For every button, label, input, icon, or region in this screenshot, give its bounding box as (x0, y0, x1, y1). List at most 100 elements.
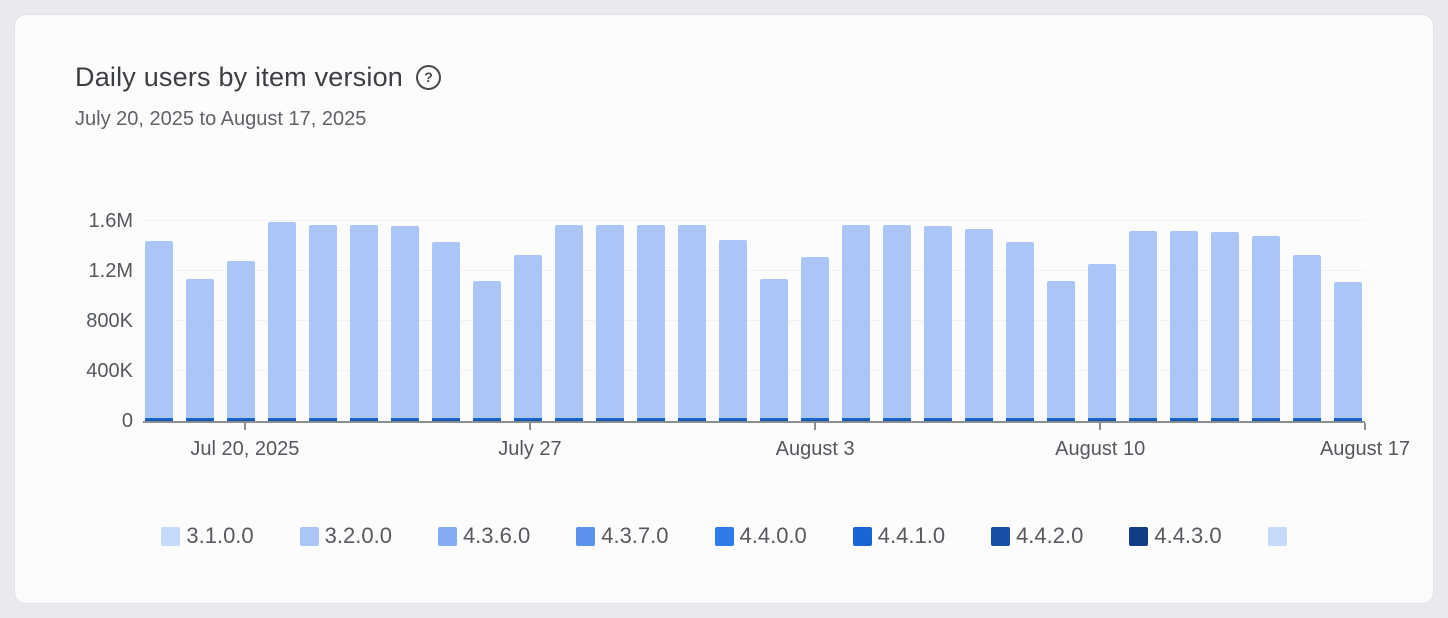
legend-label: 3.2.0.0 (324, 523, 392, 548)
bar-segment-4.4.2.0 (555, 419, 583, 421)
bar-aug-15[interactable] (1293, 211, 1321, 421)
bar-segment-4.4.1.0 (760, 417, 788, 420)
legend-swatch (161, 526, 181, 546)
bar-segment-3.2.0.0 (1252, 236, 1280, 418)
bar-segment-4.4.1.0 (1211, 417, 1239, 420)
chart: 0 400K 800K 1.2M 1.6M (75, 210, 1373, 432)
bar-jul-26[interactable] (473, 211, 501, 421)
bar-segment-4.4.1.0 (596, 417, 624, 420)
bar-segment-4.4.1.0 (924, 417, 952, 420)
legend-item-truncated (1267, 526, 1287, 546)
grid-layer (143, 211, 1365, 421)
bar-jul-18[interactable] (145, 211, 173, 421)
bar-jul-29[interactable] (596, 211, 624, 421)
y-axis-label: 400K (86, 360, 133, 382)
bar-aug-12[interactable] (1170, 211, 1198, 421)
bar-segment-3.2.0.0 (186, 278, 214, 418)
bars-container (143, 211, 1365, 421)
bar-segment-4.4.1.0 (514, 417, 542, 420)
bar-segment-4.4.2.0 (801, 419, 829, 421)
bar-segment-4.4.1.0 (391, 417, 419, 420)
bar-segment-3.2.0.0 (145, 241, 173, 418)
x-tick-mark (1364, 423, 1366, 430)
bar-segment-4.4.2.0 (1334, 419, 1362, 421)
bar-segment-3.2.0.0 (473, 281, 501, 418)
bar-segment-4.4.2.0 (268, 419, 296, 421)
bar-aug-2[interactable] (760, 211, 788, 421)
legend-item-4-4-2-0: 4.4.2.0 (991, 523, 1083, 549)
bar-segment-3.2.0.0 (596, 224, 624, 418)
bar-segment-4.4.1.0 (965, 417, 993, 420)
bar-segment-4.4.1.0 (1252, 417, 1280, 420)
bar-aug-11[interactable] (1129, 211, 1157, 421)
bar-jul-19[interactable] (186, 211, 214, 421)
x-axis-label: July 27 (498, 438, 562, 460)
bar-segment-4.4.2.0 (350, 419, 378, 421)
bar-segment-4.4.2.0 (883, 419, 911, 421)
bar-jul-27[interactable] (514, 211, 542, 421)
bar-aug-14[interactable] (1252, 211, 1280, 421)
bar-aug-6[interactable] (924, 211, 952, 421)
bar-segment-4.4.1.0 (883, 417, 911, 420)
bar-aug-3[interactable] (801, 211, 829, 421)
bar-segment-4.4.1.0 (719, 417, 747, 420)
bar-segment-3.2.0.0 (678, 224, 706, 418)
bar-segment-3.2.0.0 (1334, 282, 1362, 418)
bar-jul-28[interactable] (555, 211, 583, 421)
bar-jul-23[interactable] (350, 211, 378, 421)
bar-segment-4.4.1.0 (1129, 417, 1157, 420)
legend-swatch (1129, 526, 1149, 546)
bar-segment-4.4.1.0 (1006, 417, 1034, 420)
bar-segment-3.2.0.0 (309, 224, 337, 418)
bar-segment-3.2.0.0 (719, 239, 747, 418)
legend-item-4-3-6-0: 4.3.6.0 (437, 523, 531, 549)
bar-segment-4.4.2.0 (1293, 419, 1321, 421)
bar-jul-25[interactable] (432, 211, 460, 421)
x-tick-mark (243, 423, 246, 430)
bar-segment-3.2.0.0 (637, 224, 665, 418)
legend-label: 4.3.6.0 (462, 523, 531, 548)
bar-jul-30[interactable] (637, 211, 665, 421)
y-axis-label: 1.2M (88, 260, 133, 282)
legend: 3.1.0.0 3.2.0.0 4.3.6.0 4.3.7.0 4.4.0.0 4.4.1… (75, 523, 1373, 549)
legend-swatch (1267, 526, 1287, 546)
bar-segment-3.2.0.0 (514, 254, 542, 418)
bar-segment-3.2.0.0 (924, 226, 952, 418)
x-axis-label: Jul 20, 2025 (190, 438, 300, 460)
y-axis-label: 800K (86, 310, 133, 332)
bar-segment-4.4.1.0 (1334, 417, 1362, 420)
bar-segment-3.2.0.0 (1293, 254, 1321, 418)
bar-aug-13[interactable] (1211, 211, 1239, 421)
bar-aug-7[interactable] (965, 211, 993, 421)
gridline (143, 270, 1365, 271)
bar-segment-4.4.2.0 (145, 419, 173, 421)
bar-jul-24[interactable] (391, 211, 419, 421)
bar-segment-4.4.2.0 (1211, 419, 1239, 421)
help-icon[interactable]: ? (416, 64, 442, 90)
bar-segment-4.4.2.0 (1252, 419, 1280, 421)
legend-item-4-4-3-0: 4.4.3.0 (1129, 523, 1222, 549)
bar-jul-20[interactable] (227, 211, 255, 421)
legend-item-3-2-0-0: 3.2.0.0 (299, 523, 392, 549)
bar-aug-4[interactable] (842, 211, 870, 421)
x-tick-mark (1099, 423, 1102, 430)
bar-segment-4.4.2.0 (637, 419, 665, 421)
bar-aug-16[interactable] (1334, 211, 1362, 421)
legend-label: 4.4.1.0 (877, 523, 946, 548)
y-axis-label: 0 (121, 410, 133, 432)
bar-aug-10[interactable] (1088, 211, 1116, 421)
bar-segment-4.4.1.0 (1088, 417, 1116, 420)
bar-aug-9[interactable] (1047, 211, 1075, 421)
bar-segment-3.2.0.0 (432, 242, 460, 418)
bar-segment-4.4.2.0 (760, 419, 788, 421)
bar-aug-1[interactable] (719, 211, 747, 421)
bar-aug-5[interactable] (883, 211, 911, 421)
x-axis-label: August 10 (1055, 438, 1146, 460)
bar-aug-8[interactable] (1006, 211, 1034, 421)
legend-item-4-4-0-0: 4.4.0.0 (714, 523, 807, 549)
x-axis-label: August 17 (1319, 438, 1411, 460)
bar-jul-22[interactable] (309, 211, 337, 421)
bar-jul-21[interactable] (268, 211, 296, 421)
bar-segment-4.4.1.0 (350, 417, 378, 420)
bar-jul-31[interactable] (678, 211, 706, 421)
